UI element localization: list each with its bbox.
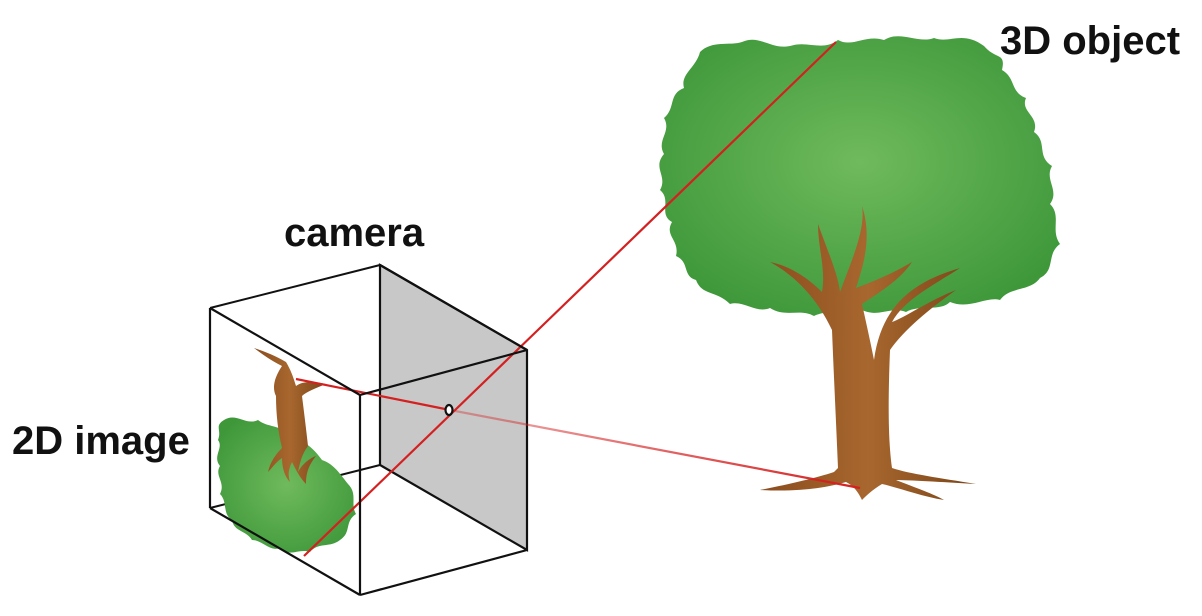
camera-back-edge xyxy=(209,264,381,309)
camera-edge xyxy=(209,507,361,596)
label-camera: camera xyxy=(284,211,425,255)
image-foliage xyxy=(217,417,356,553)
label-3d-object: 3D object xyxy=(1000,19,1180,63)
camera-front xyxy=(208,264,528,597)
camera-edge xyxy=(379,264,528,351)
ray-top-of-tree xyxy=(303,41,837,557)
light-rays xyxy=(295,41,861,557)
tree-trunk xyxy=(760,206,976,500)
label-2d-image: 2D image xyxy=(12,419,190,463)
ray-base-of-tree xyxy=(449,408,861,490)
image-trunk xyxy=(254,348,326,484)
camera-edge xyxy=(359,348,528,397)
tree-foliage xyxy=(659,36,1060,317)
camera-edge xyxy=(209,307,361,396)
pinhole xyxy=(444,403,454,417)
ray-inside-camera xyxy=(295,377,451,412)
tree-3d-object xyxy=(659,36,1060,500)
tree-2d-image xyxy=(217,348,356,553)
camera-edge xyxy=(359,548,528,597)
